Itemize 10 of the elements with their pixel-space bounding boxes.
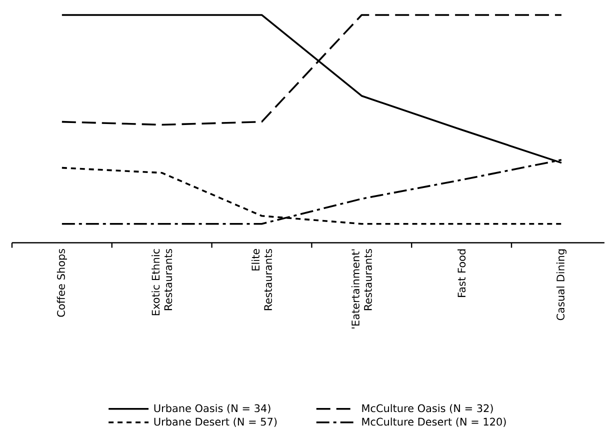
- x-tick-label: Casual Dining: [556, 250, 566, 320]
- legend-label: Urbane Oasis (N = 34): [154, 404, 270, 414]
- legend-label: McCulture Oasis (N = 32): [362, 404, 493, 414]
- legend-label: McCulture Desert (N = 120): [362, 418, 506, 428]
- x-tick-label: Elite Restaurants: [251, 249, 272, 310]
- legend-label: Urbane Desert (N = 57): [154, 418, 277, 428]
- x-tick-label: Fast Food: [458, 250, 466, 298]
- x-tick-label: Coffee Shops: [56, 249, 67, 318]
- x-tick-label: 'Eatertainment' Restaurants: [351, 249, 372, 329]
- x-tick-label: Exotic Ethnic Restaurants: [152, 249, 172, 316]
